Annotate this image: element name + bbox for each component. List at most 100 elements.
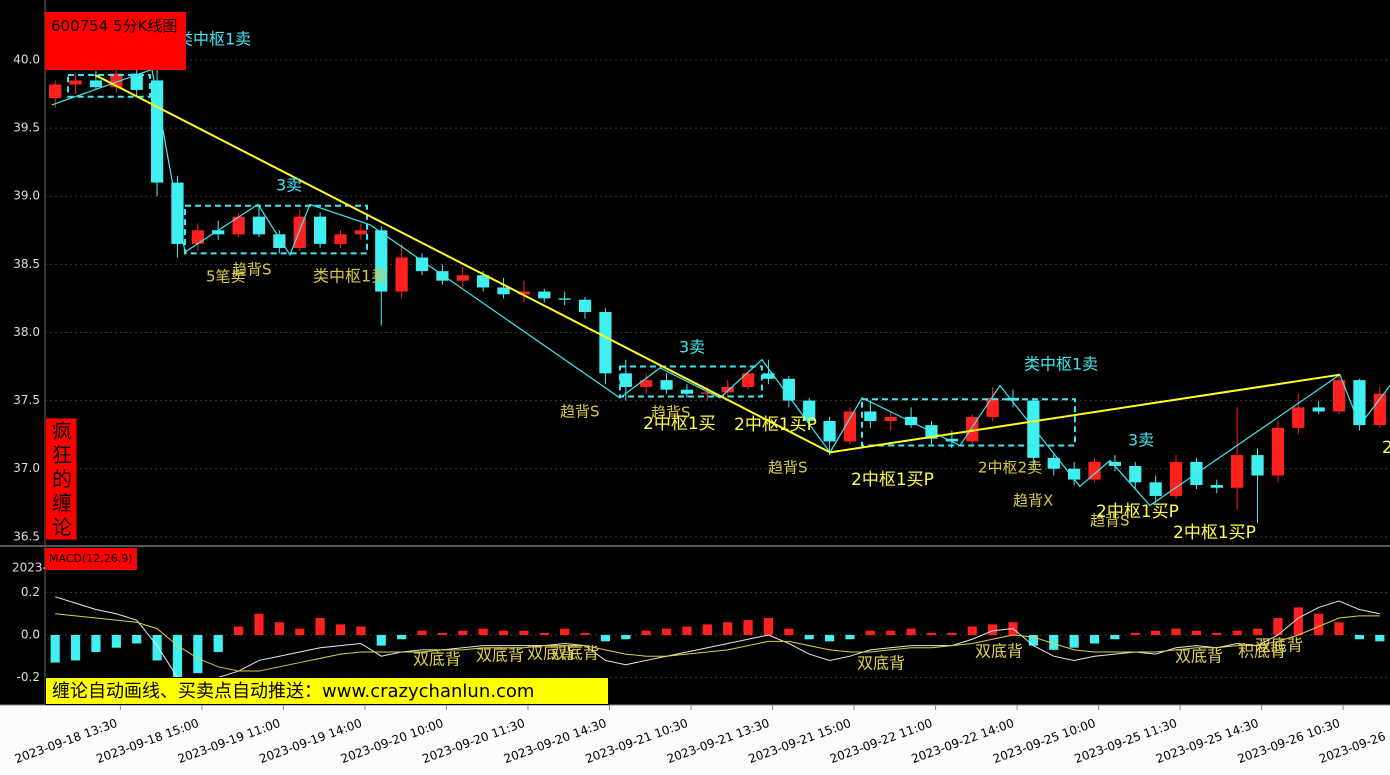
candle-body	[619, 373, 632, 387]
y-tick-label: 39.0	[13, 189, 40, 203]
signal-label: 2中枢1买P	[851, 470, 934, 490]
candle-body	[578, 299, 592, 313]
signal-label: 2中枢1买P	[1173, 523, 1256, 543]
y-tick-label: 37.0	[13, 461, 40, 475]
macd-bar	[50, 634, 60, 663]
chart-title: 600754 5分K线图	[45, 12, 186, 70]
side-label: 疯狂的缠论	[45, 418, 77, 540]
candle-body	[864, 411, 877, 422]
macd-bar	[926, 632, 937, 635]
candle-body	[477, 275, 490, 288]
divergence-label: 双底背	[1255, 636, 1303, 655]
macd-bar	[519, 630, 529, 635]
candle-body	[232, 216, 245, 235]
y-tick-label: 40.0	[13, 52, 40, 66]
signal-label: 2	[1382, 438, 1390, 458]
macd-bar	[560, 628, 570, 635]
macd-bar	[784, 628, 794, 635]
candle-body	[1271, 427, 1285, 476]
candle-body	[212, 230, 225, 235]
candle-body	[415, 257, 429, 272]
macd-bar	[906, 628, 916, 635]
candle-body	[1292, 407, 1305, 428]
signal-label: 2中枢1买P	[1096, 502, 1179, 522]
macd-bar	[947, 632, 957, 635]
candle-body	[252, 216, 266, 235]
macd-bar	[152, 634, 162, 661]
candle-body	[1251, 455, 1264, 476]
candle-body	[314, 216, 327, 244]
candle-body	[334, 234, 347, 244]
signal-label: 3卖	[276, 176, 302, 195]
pivot-box	[618, 365, 763, 398]
candle-body	[436, 271, 449, 281]
macd-title: MACD(12,26,9)	[45, 548, 137, 570]
candle-body	[1129, 465, 1142, 483]
candle-body	[1088, 461, 1101, 480]
macd-bar	[641, 630, 651, 635]
macd-bar	[335, 624, 346, 635]
macd-bar	[702, 624, 712, 635]
candle-body	[354, 230, 367, 235]
x-tick-label: 2023-09-26	[1317, 729, 1387, 766]
divergence-label: 双底背	[551, 644, 599, 663]
divergence-label: 双底背	[527, 644, 575, 663]
signal-label: 2中枢1买P	[734, 415, 817, 435]
candle-body	[660, 380, 673, 390]
stroke-line	[51, 68, 1390, 507]
macd-bar	[1334, 622, 1344, 635]
y-tick-label: 36.5	[13, 529, 40, 543]
divergence-label: 双底背	[1175, 647, 1223, 666]
candle-body	[1231, 455, 1244, 488]
signal-label: 类中枢1卖	[313, 267, 387, 286]
candle-body	[1047, 457, 1060, 469]
candle-body	[945, 438, 958, 442]
macd-bar	[1375, 634, 1385, 642]
candle-body	[904, 416, 918, 426]
candle-body	[293, 216, 306, 248]
macd-bar	[1130, 632, 1140, 635]
macd-bar	[70, 634, 81, 661]
candle-body	[69, 80, 82, 85]
candle-body	[49, 84, 62, 99]
macd-bar	[804, 634, 814, 640]
candle-body	[986, 397, 999, 417]
signal-label: 3卖	[679, 338, 705, 357]
divergence-label: 双底背	[476, 646, 524, 665]
y-tick-label: 39.5	[13, 121, 40, 135]
macd-bar	[682, 626, 692, 635]
y-tick-label: 0.0	[21, 627, 40, 641]
macd-bar	[1171, 628, 1181, 635]
macd-bar	[254, 613, 264, 635]
signal-label: 趋背S	[232, 261, 272, 279]
macd-bar	[172, 634, 183, 689]
macd-bar	[213, 634, 223, 652]
candle-body	[497, 287, 510, 295]
candle-body	[538, 291, 551, 299]
pivot-box	[860, 398, 1076, 447]
macd-bar	[967, 626, 977, 635]
signal-label: 2中枢2卖	[978, 459, 1042, 477]
candle-body	[1373, 393, 1386, 426]
macd-bar	[1314, 613, 1324, 635]
macd-bar	[886, 630, 896, 635]
candle-body	[558, 298, 571, 300]
pivot-box	[184, 204, 368, 255]
macd-bar	[743, 620, 753, 635]
candle-body	[395, 257, 408, 292]
macd-bar	[315, 618, 325, 635]
macd-bar	[621, 634, 631, 640]
candle-body	[1108, 461, 1121, 466]
candle-body	[273, 234, 286, 248]
divergence-label: 双底背	[975, 642, 1023, 661]
candle-body	[884, 416, 897, 422]
macd-bar	[274, 622, 284, 635]
signal-label: 趋背S	[560, 403, 600, 421]
macd-bar	[600, 634, 611, 642]
macd-bar	[661, 628, 672, 635]
macd-bar	[763, 618, 774, 635]
candle-body	[721, 386, 734, 393]
signal-label: 类中枢1卖	[177, 30, 251, 49]
